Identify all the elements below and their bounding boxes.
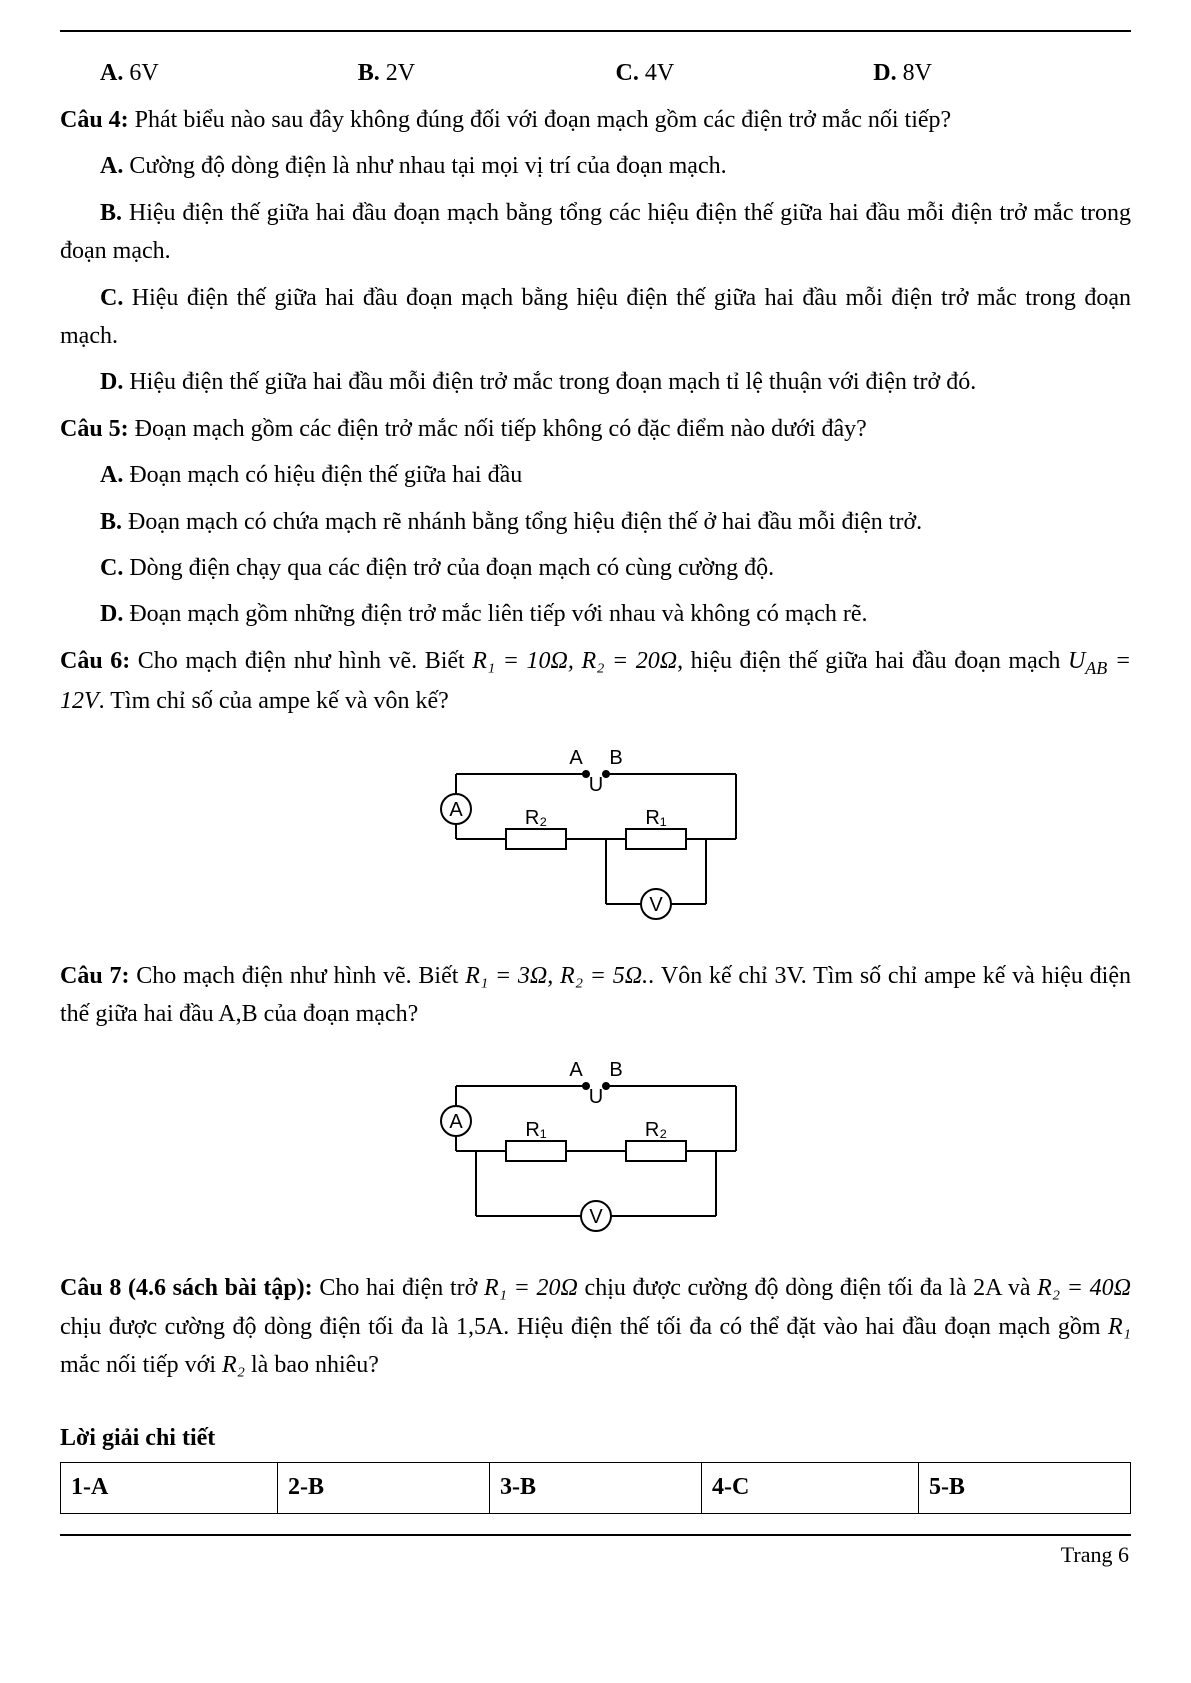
q3-c-text: 4V bbox=[639, 60, 674, 86]
q5-opt-c: C. Dòng điện chạy qua các điện trở của đ… bbox=[60, 549, 1131, 587]
q4-text: Phát biểu nào sau đây không đúng đối với… bbox=[129, 107, 952, 133]
q4-d-text: Hiệu điện thế giữa hai đầu mỗi điện trở … bbox=[123, 369, 976, 395]
q6-svg-V: V bbox=[649, 894, 663, 916]
q8-r1: R₁ = 20Ω bbox=[484, 1275, 578, 1301]
q3-c-label: C. bbox=[616, 60, 639, 86]
q7-svg-V: V bbox=[589, 1206, 603, 1228]
ans-cell-4: 4-C bbox=[701, 1462, 918, 1513]
q8-stem: Câu 8 (4.6 sách bài tập): Cho hai điện t… bbox=[60, 1269, 1131, 1384]
q6-UAB: AB bbox=[1085, 657, 1107, 677]
q5-opt-d: D. Đoạn mạch gồm những điện trở mắc liên… bbox=[60, 595, 1131, 633]
q5-stem: Câu 5: Đoạn mạch gồm các điện trở mắc nố… bbox=[60, 410, 1131, 448]
q5-a-text: Đoạn mạch có hiệu điện thế giữa hai đầu bbox=[123, 462, 522, 488]
q3-option-a: A. 6V bbox=[100, 60, 358, 87]
q4-label: Câu 4: bbox=[60, 107, 129, 133]
q6-figure-wrap: A B U A R₂ R₁ V bbox=[60, 739, 1131, 939]
q4-a-label: A. bbox=[100, 153, 123, 179]
q7-figure-wrap: A B U A R₁ R₂ V bbox=[60, 1051, 1131, 1251]
q7-svg-Amp: A bbox=[449, 1111, 463, 1133]
q4-stem: Câu 4: Phát biểu nào sau đây không đúng … bbox=[60, 101, 1131, 139]
q7-circuit-svg: A B U A R₁ R₂ V bbox=[406, 1051, 786, 1251]
q3-b-label: B. bbox=[358, 60, 380, 86]
q3-options-row: A. 6V B. 2V C. 4V D. 8V bbox=[60, 60, 1131, 87]
q5-text: Đoạn mạch gồm các điện trở mắc nối tiếp … bbox=[129, 416, 867, 442]
q6-text-mid: , hiệu điện thế giữa hai đầu đoạn mạch bbox=[677, 648, 1068, 674]
q8-text-post: là bao nhiêu? bbox=[245, 1352, 379, 1378]
q3-d-label: D. bbox=[873, 60, 896, 86]
q5-opt-b: B. Đoạn mạch có chứa mạch rẽ nhánh bằng … bbox=[60, 503, 1131, 541]
q3-d-text: 8V bbox=[897, 60, 932, 86]
q3-a-label: A. bbox=[100, 60, 123, 86]
q6-formula1: R₁ = 10Ω, R₂ = 20Ω bbox=[472, 648, 677, 674]
bottom-rule bbox=[60, 1534, 1131, 1536]
page-number: Trang 6 bbox=[60, 1542, 1131, 1568]
q6-svg-R2: R₂ bbox=[524, 807, 546, 829]
q4-a-text: Cường độ dòng điện là như nhau tại mọi v… bbox=[123, 153, 726, 179]
q5-d-label: D. bbox=[100, 601, 123, 627]
solution-title: Lời giải chi tiết bbox=[60, 1425, 1131, 1452]
q7-stem: Câu 7: Cho mạch điện như hình vẽ. Biết R… bbox=[60, 957, 1131, 1034]
ans-cell-5: 5-B bbox=[918, 1462, 1130, 1513]
q5-label: Câu 5: bbox=[60, 416, 129, 442]
q5-a-label: A. bbox=[100, 462, 123, 488]
q8-text-mid3: mắc nối tiếp với bbox=[60, 1352, 222, 1378]
q6-U: U bbox=[1068, 648, 1085, 674]
q4-b-label: B. bbox=[100, 200, 122, 226]
q5-d-text: Đoạn mạch gồm những điện trở mắc liên ti… bbox=[123, 601, 867, 627]
q7-svg-A: A bbox=[569, 1059, 583, 1081]
q8-r1s: R₁ bbox=[1108, 1314, 1131, 1340]
q6-text-pre: Cho mạch điện như hình vẽ. Biết bbox=[130, 648, 472, 674]
q8-text-mid2: chịu được cường độ dòng điện tối đa là 1… bbox=[60, 1314, 1108, 1340]
ans-cell-1: 1-A bbox=[61, 1462, 278, 1513]
q6-svg-R1: R₁ bbox=[645, 807, 666, 829]
q4-b-text: Hiệu điện thế giữa hai đầu đoạn mạch bằn… bbox=[60, 200, 1131, 264]
q4-opt-c: C. Hiệu điện thế giữa hai đầu đoạn mạch … bbox=[60, 279, 1131, 356]
q8-text-mid1: chịu được cường độ dòng điện tối đa là 2… bbox=[578, 1275, 1037, 1301]
q6-stem: Câu 6: Cho mạch điện như hình vẽ. Biết R… bbox=[60, 642, 1131, 721]
q4-opt-d: D. Hiệu điện thế giữa hai đầu mỗi điện t… bbox=[60, 363, 1131, 401]
q6-svg-U: U bbox=[588, 774, 602, 796]
top-rule bbox=[60, 30, 1131, 32]
q7-formula1: R₁ = 3Ω, R₂ = 5Ω. bbox=[465, 963, 648, 989]
q4-opt-b: B. Hiệu điện thế giữa hai đầu đoạn mạch … bbox=[60, 194, 1131, 271]
q3-b-text: 2V bbox=[380, 60, 415, 86]
q3-a-text: 6V bbox=[123, 60, 158, 86]
q4-d-label: D. bbox=[100, 369, 123, 395]
q7-text-pre: Cho mạch điện như hình vẽ. Biết bbox=[129, 963, 465, 989]
answer-table: 1-A 2-B 3-B 4-C 5-B bbox=[60, 1462, 1131, 1514]
q7-svg-U: U bbox=[588, 1086, 602, 1108]
q6-svg-A: A bbox=[569, 747, 583, 769]
q4-opt-a: A. Cường độ dòng điện là như nhau tại mọ… bbox=[60, 147, 1131, 185]
q5-b-label: B. bbox=[100, 509, 122, 535]
q8-text-pre: Cho hai điện trở bbox=[313, 1275, 484, 1301]
ans-cell-3: 3-B bbox=[489, 1462, 701, 1513]
q6-circuit-svg: A B U A R₂ R₁ V bbox=[406, 739, 786, 939]
q4-c-text: Hiệu điện thế giữa hai đầu đoạn mạch bằn… bbox=[60, 285, 1131, 349]
q6-text-post: . Tìm chỉ số của ampe kế và vôn kế? bbox=[99, 688, 449, 714]
q5-b-text: Đoạn mạch có chứa mạch rẽ nhánh bằng tổn… bbox=[122, 509, 922, 535]
q8-r2s: R₂ bbox=[222, 1352, 245, 1378]
q6-svg-B: B bbox=[609, 747, 622, 769]
q7-svg-B: B bbox=[609, 1059, 622, 1081]
q7-svg-R1: R₁ bbox=[525, 1119, 546, 1141]
q6-svg-Amp: A bbox=[449, 799, 463, 821]
q8-label: Câu 8 (4.6 sách bài tập): bbox=[60, 1275, 313, 1301]
table-row: 1-A 2-B 3-B 4-C 5-B bbox=[61, 1462, 1131, 1513]
q5-c-label: C. bbox=[100, 555, 123, 581]
q7-label: Câu 7: bbox=[60, 963, 129, 989]
q8-r2: R₂ = 40Ω bbox=[1037, 1275, 1131, 1301]
q3-option-d: D. 8V bbox=[873, 60, 1131, 87]
q6-label: Câu 6: bbox=[60, 648, 130, 674]
q3-option-c: C. 4V bbox=[616, 60, 874, 87]
q4-c-label: C. bbox=[100, 285, 123, 311]
ans-cell-2: 2-B bbox=[277, 1462, 489, 1513]
q5-opt-a: A. Đoạn mạch có hiệu điện thế giữa hai đ… bbox=[60, 456, 1131, 494]
q5-c-text: Dòng điện chạy qua các điện trở của đoạn… bbox=[123, 555, 774, 581]
q7-svg-R2: R₂ bbox=[644, 1119, 666, 1141]
q3-option-b: B. 2V bbox=[358, 60, 616, 87]
